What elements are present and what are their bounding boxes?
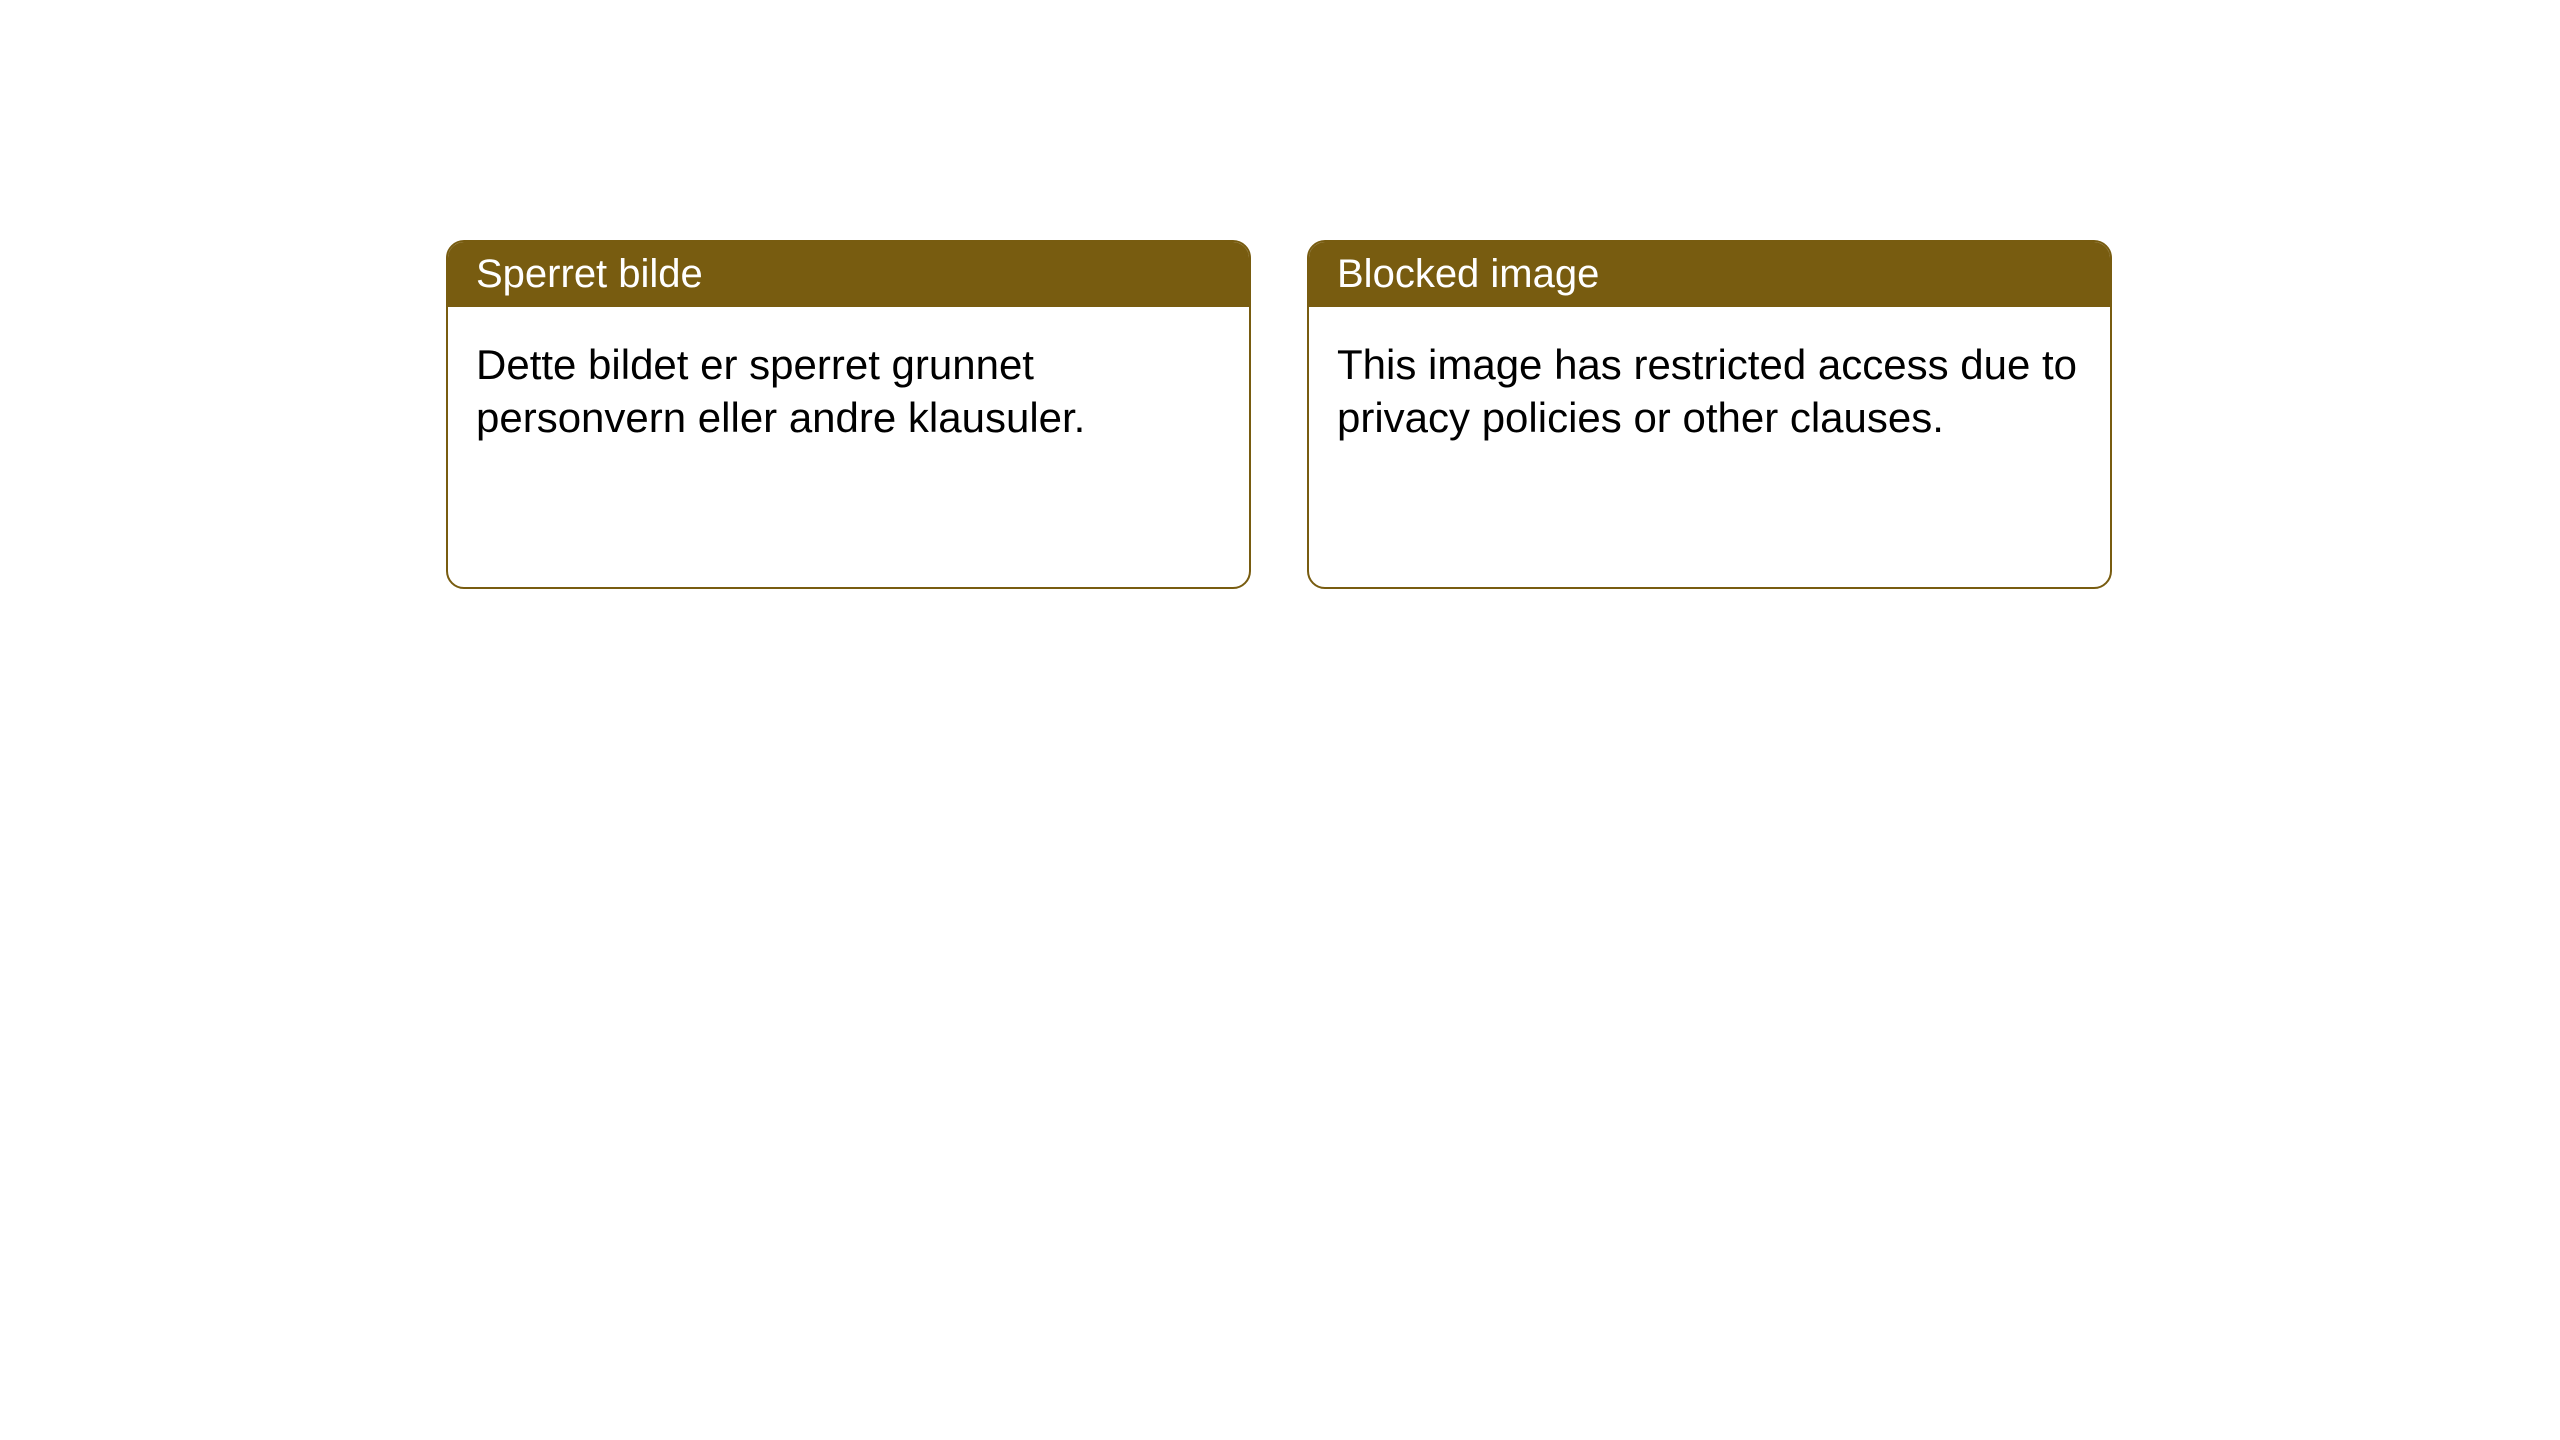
notice-body-text: This image has restricted access due to …	[1337, 341, 2077, 441]
notice-card-header: Blocked image	[1309, 242, 2110, 307]
notice-card-norwegian: Sperret bilde Dette bildet er sperret gr…	[446, 240, 1251, 589]
notice-title: Sperret bilde	[476, 252, 703, 296]
notice-card-english: Blocked image This image has restricted …	[1307, 240, 2112, 589]
notice-body-text: Dette bildet er sperret grunnet personve…	[476, 341, 1085, 441]
notice-card-header: Sperret bilde	[448, 242, 1249, 307]
notice-cards-container: Sperret bilde Dette bildet er sperret gr…	[446, 240, 2112, 589]
notice-card-body: Dette bildet er sperret grunnet personve…	[448, 307, 1249, 587]
notice-title: Blocked image	[1337, 252, 1599, 296]
notice-card-body: This image has restricted access due to …	[1309, 307, 2110, 587]
